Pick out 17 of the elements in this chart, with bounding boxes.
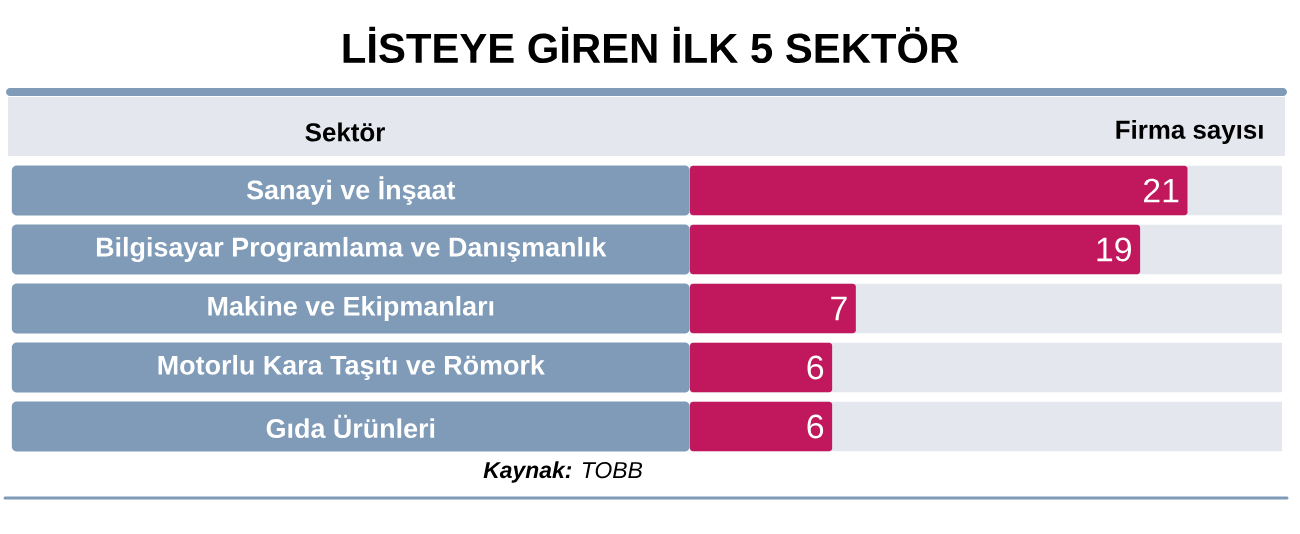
bar [690, 401, 833, 452]
data-label: 19 [1097, 237, 1131, 262]
text: Kaynak: TOBB [483, 461, 643, 483]
data-label: 21 [1144, 178, 1179, 203]
text: Firma sayısı [1116, 119, 1263, 145]
y-tick-label: Bilgisayar Programlama ve Danışmanlık [96, 236, 607, 263]
bar [690, 342, 833, 393]
y-tick-label: Makine ve Ekipmanları [208, 295, 494, 322]
bar [690, 283, 856, 334]
data-label: 6 [807, 355, 824, 380]
y-tick-label: Sanayi ve İnşaat [246, 176, 456, 205]
data-label: 7 [831, 296, 847, 321]
chart-title: LİSTEYE GİREN İLK 5 SEKTÖR [343, 26, 959, 64]
y-tick-label: Gıda Ürünleri [266, 414, 435, 439]
text: Sektör [305, 122, 385, 142]
y-tick-label: Motorlu Kara Taşıtı ve Römork [158, 354, 545, 381]
data-label: 6 [807, 414, 824, 439]
